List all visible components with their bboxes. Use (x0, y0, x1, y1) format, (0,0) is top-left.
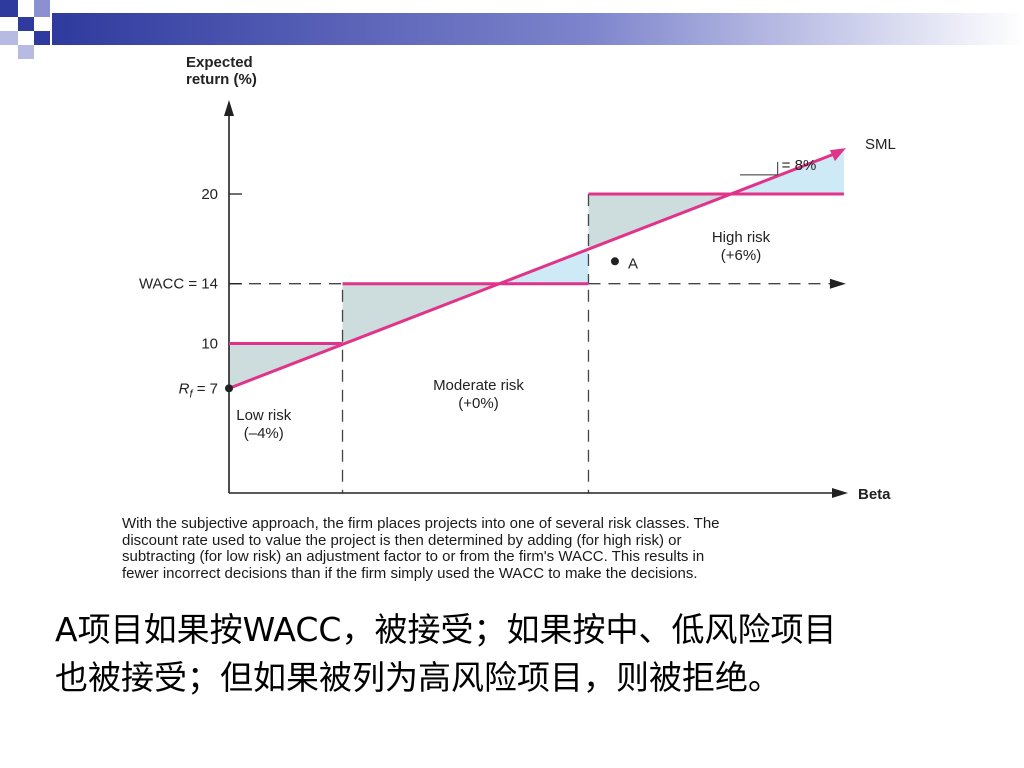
risk-class-adjustment: (+6%) (721, 247, 761, 264)
header-square (18, 31, 34, 45)
rf-label: Rf = 7 (179, 380, 218, 400)
caption-line: discount rate used to value the project … (122, 531, 682, 549)
header-gradient-bar (52, 13, 1024, 45)
note-line: A项目如果按WACC，被接受；如果按中、低风险项目 (55, 610, 837, 649)
project-a-label: A (628, 255, 638, 272)
x-axis-arrow (832, 488, 848, 498)
risk-class-adjustment: (–4%) (244, 425, 284, 442)
caption-line: subtracting (for low risk) an adjustment… (122, 548, 705, 565)
header-square (34, 0, 50, 17)
risk-class-label: Moderate risk (433, 377, 524, 394)
sml-line (228, 152, 835, 390)
header-square (0, 17, 18, 31)
risk-class-label: Low risk (236, 407, 292, 424)
y-tick-label: 20 (201, 186, 218, 203)
y-tick-label: 10 (201, 336, 218, 353)
risk-class-adjustment: (+0%) (458, 395, 498, 412)
y-axis-arrow (224, 100, 234, 116)
header-square (34, 17, 50, 31)
header-square (18, 45, 34, 59)
sml-arrow-head (829, 148, 846, 162)
header-square (18, 0, 34, 17)
header-decoration (0, 0, 1024, 59)
y-axis-title: Expected return (%) (186, 54, 257, 88)
note-line: 也被接受；但如果被列为高风险项目，则被拒绝。 (55, 658, 781, 697)
project-a-point (610, 257, 619, 266)
slide-note: A项目如果按WACC，被接受；如果按中、低风险项目 也被接受；但如果被列为高风险… (55, 606, 1015, 702)
rf-point (225, 384, 233, 393)
caption-line: fewer incorrect decisions than if the fi… (122, 564, 698, 582)
header-square (0, 31, 18, 45)
header-square (18, 17, 34, 31)
caption-line: With the subjective approach, the firm p… (122, 515, 720, 532)
y-tick-label: WACC = 14 (139, 276, 218, 293)
header-square (0, 0, 18, 17)
header-square (34, 31, 50, 45)
figure-caption: With the subjective approach, the firm p… (122, 515, 902, 582)
risk-class-chart: 20 WACC = 14 10 Rf = 7 Expected return (%) Bet… (139, 54, 896, 503)
x-axis-title: Beta (858, 486, 891, 503)
risk-class-label: High risk (712, 229, 771, 246)
slope-annotation: = 8% (782, 157, 817, 174)
sml-label: SML (865, 136, 896, 153)
wacc-arrow-head (829, 278, 846, 289)
